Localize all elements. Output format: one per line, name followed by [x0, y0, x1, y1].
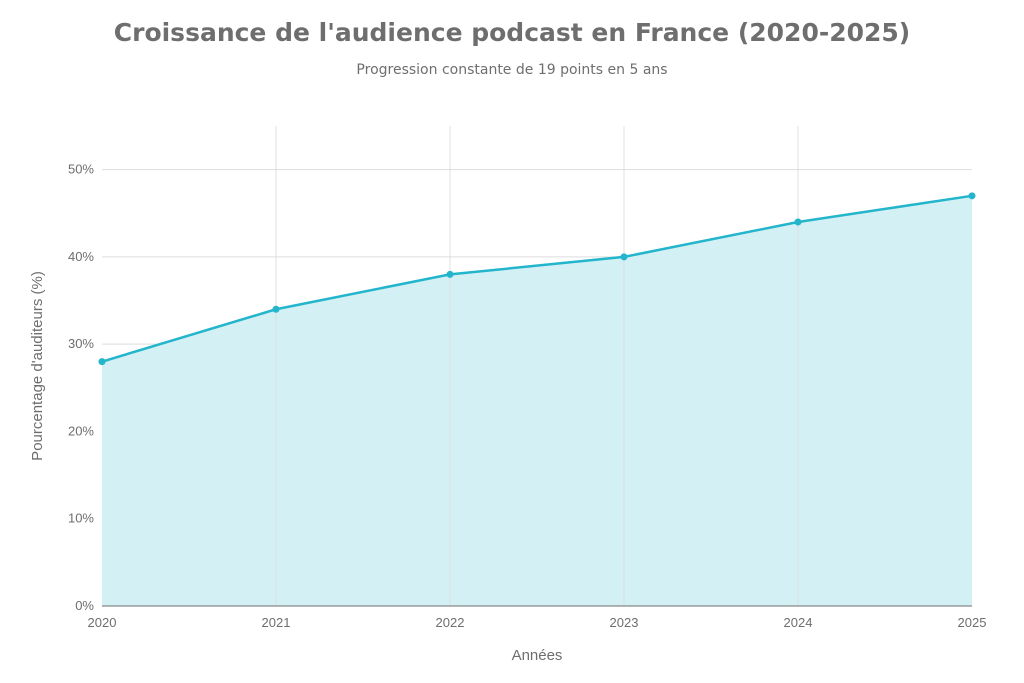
x-tick-label: 2023 [610, 615, 639, 630]
y-tick-label: 40% [68, 249, 94, 264]
data-point [968, 192, 976, 200]
x-tick-label: 2021 [262, 615, 291, 630]
x-tick-label: 2025 [958, 615, 987, 630]
vertical-grid [275, 126, 799, 606]
data-points [98, 192, 976, 366]
y-axis-label: Pourcentage d'auditeurs (%) [29, 271, 46, 461]
x-tick-label: 2020 [88, 615, 117, 630]
x-axis-label: Années [512, 647, 563, 664]
data-point [446, 270, 454, 278]
chart-subtitle: Progression constante de 19 points en 5 … [356, 62, 668, 78]
series-line [101, 194, 973, 363]
x-tick-label: 2022 [436, 615, 465, 630]
chart-title: Croissance de l'audience podcast en Fran… [113, 18, 911, 47]
y-tick-label: 0% [75, 598, 94, 613]
area-fill [102, 195, 972, 606]
x-tick-label: 2024 [784, 615, 813, 630]
y-tick-label: 30% [68, 336, 94, 351]
y-tick-label: 20% [68, 423, 94, 438]
data-point [620, 253, 628, 261]
data-point [272, 305, 280, 313]
y-tick-label: 50% [68, 162, 94, 177]
y-tick-labels: 0% 10% 20% 30% 40% 50% [68, 162, 94, 613]
data-point [98, 358, 106, 366]
x-tick-labels: 2020 2021 2022 2023 2024 2025 [88, 615, 987, 630]
data-point [794, 218, 802, 226]
y-tick-label: 10% [68, 511, 94, 526]
